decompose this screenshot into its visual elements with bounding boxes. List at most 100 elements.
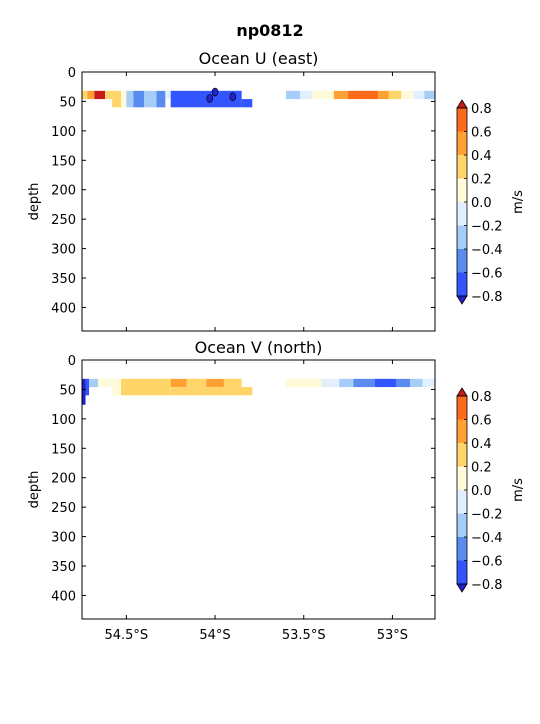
y-tick-label: 0 (68, 354, 76, 369)
colorbar-tick-label: 0.2 (471, 173, 492, 188)
colorbar-tick-label: −0.6 (471, 555, 503, 570)
panel-title: Ocean V (north) (195, 338, 323, 357)
y-axis-label: depth (27, 471, 42, 509)
colorbar-tick-label: −0.4 (471, 531, 503, 546)
contour-cell (105, 90, 113, 100)
y-tick-label: 350 (51, 560, 76, 575)
colorbar-extend-high (456, 99, 468, 109)
y-tick-label: 250 (51, 213, 76, 228)
colorbar-segment (457, 108, 467, 132)
contour-cell (112, 90, 122, 108)
y-tick-label: 350 (51, 272, 76, 287)
colorbar-segment (457, 131, 467, 155)
colorbar-segment (457, 490, 467, 514)
colorbar-tick-label: −0.4 (471, 243, 503, 258)
contour-cell (333, 90, 349, 100)
y-tick-label: 150 (51, 442, 76, 457)
y-tick-label: 150 (51, 154, 76, 169)
contour-cell (339, 378, 354, 388)
contour-cell (126, 90, 134, 108)
contour-cell (144, 90, 157, 108)
colorbar-tick-label: 0.4 (471, 149, 492, 164)
axes-frame (81, 71, 436, 332)
contour-cell (133, 90, 145, 108)
contour-cell (186, 378, 207, 388)
colorbar-segment (457, 443, 467, 467)
contour-cell (206, 378, 224, 388)
colorbar-segment (457, 537, 467, 561)
colorbar-tick-label: 0.6 (471, 126, 492, 141)
y-tick-label: 400 (51, 301, 76, 316)
colorbar-segment (457, 419, 467, 443)
contour-spot (206, 94, 214, 103)
colorbar-segment (457, 225, 467, 249)
colorbar-extend-low (456, 295, 468, 305)
contour-cell (410, 378, 423, 388)
y-tick-label: 400 (51, 589, 76, 604)
contour-cell (170, 378, 187, 388)
panel-ocean-v: Ocean V (north) 0 50 100 150 200 250 300 350 400 5… (27, 338, 526, 643)
contour-cell (300, 90, 313, 100)
contour-cell (121, 90, 127, 108)
y-tick-label: 200 (51, 472, 76, 487)
colorbar-extend-high (456, 387, 468, 397)
contour-cell (401, 90, 414, 100)
contour-cell (165, 90, 171, 100)
colorbar-tick-label: −0.8 (471, 578, 503, 593)
contour-cell (395, 378, 411, 388)
contour-spot (229, 92, 237, 102)
colorbar-tick-label: 0.6 (471, 414, 492, 429)
contour-cell (424, 90, 435, 100)
colorbar-label: m/s (511, 478, 526, 502)
colorbar-extend-low (456, 583, 468, 593)
y-tick-label: 100 (51, 413, 76, 428)
colorbar-segment (457, 155, 467, 179)
colorbar-segment (457, 202, 467, 226)
contour-cell (82, 378, 86, 405)
contour-cell (223, 378, 242, 388)
colorbar-tick-label: 0.4 (471, 437, 492, 452)
contour-cell (170, 387, 253, 396)
contour-cell (112, 378, 122, 396)
contour-cell (321, 378, 340, 388)
contour-cell (85, 378, 90, 396)
contour-cell (241, 99, 253, 108)
x-tick-label: 54.5°S (104, 628, 148, 643)
figure-title: np0812 (236, 21, 303, 40)
contour-cell (87, 90, 95, 100)
x-tick-label: 53.5°S (282, 628, 326, 643)
colorbar-tick-label: 0.8 (471, 102, 492, 117)
panel-title: Ocean U (east) (199, 49, 319, 68)
y-tick-label: 50 (59, 95, 76, 110)
contour-cell (312, 90, 334, 100)
y-tick-label: 250 (51, 501, 76, 516)
contour-cell (285, 378, 322, 388)
axes-frame (81, 359, 436, 620)
y-tick-label: 200 (51, 184, 76, 199)
contour-cell (82, 90, 88, 100)
x-tick-label: 54°S (199, 628, 230, 643)
contour-cell (170, 90, 242, 108)
colorbar-tick-label: −0.2 (471, 508, 503, 523)
colorbar-segment (457, 560, 467, 584)
contour-cell (374, 378, 396, 388)
colorbar-tick-label: 0.2 (471, 461, 492, 476)
x-tick-label: 53°S (377, 628, 408, 643)
colorbar-label: m/s (511, 190, 526, 214)
colorbar-tick-label: −0.6 (471, 267, 503, 282)
colorbar-segment (457, 178, 467, 202)
contour-cell (285, 90, 301, 100)
contour-cell (422, 378, 435, 388)
colorbar-tick-label: 0.8 (471, 390, 492, 405)
colorbar-segment (457, 272, 467, 296)
contour-cell (97, 378, 113, 388)
y-axis-label: depth (27, 183, 42, 221)
contour-spot (211, 87, 219, 97)
contour-cell (89, 378, 98, 388)
contour-cell (388, 90, 402, 100)
colorbar-tick-label: −0.2 (471, 220, 503, 235)
y-tick-label: 50 (59, 383, 76, 398)
y-tick-label: 300 (51, 243, 76, 258)
y-tick-label: 300 (51, 531, 76, 546)
panel-ocean-u: Ocean U (east) 0 50 100 150 200 250 300 350 400 de… (27, 49, 526, 332)
